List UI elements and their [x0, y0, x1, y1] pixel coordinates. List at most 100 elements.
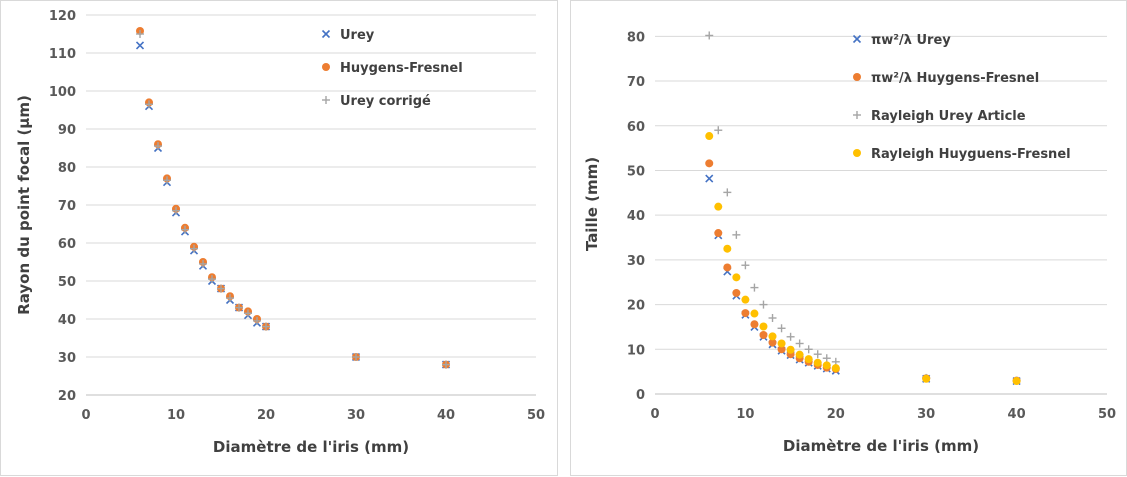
left-scatter-chart: 20 30 40 50 60 70 80 90 100 110 120 0 10 20 30 40 50 Diam… [15, 9, 545, 456]
data-point [705, 132, 714, 141]
right-chart-panel: 0 10 20 30 40 50 60 70 80 0 10 20 30 40 50 Diamètre de … [570, 0, 1127, 476]
right-scatter-chart: 0 10 20 30 40 50 60 70 80 0 10 20 30 40 50 Diamètre de … [583, 30, 1116, 455]
data-point [804, 355, 813, 364]
data-point [244, 309, 252, 318]
data-point [750, 309, 759, 318]
y-tick-label: 60 [58, 237, 76, 252]
y-tick-label: 70 [627, 75, 645, 90]
legend-label: Urey corrigé [340, 94, 431, 109]
data-point [750, 283, 759, 292]
y-tick-label: 50 [627, 164, 645, 179]
data-point [190, 244, 198, 253]
legend-label: πw²/λ Urey [871, 33, 951, 48]
data-point [741, 295, 750, 304]
data-point [777, 324, 786, 333]
legend-marker [852, 34, 862, 44]
data-point [723, 263, 732, 272]
series-2-points [705, 159, 1021, 385]
data-point [768, 338, 777, 347]
data-point [732, 288, 741, 297]
x-tick-label: 30 [347, 408, 365, 423]
data-point [759, 300, 768, 309]
series-2-points [136, 26, 450, 369]
y-tick-label: 80 [627, 30, 645, 45]
data-point [750, 320, 759, 329]
x-tick-label: 10 [736, 407, 754, 422]
data-point [777, 345, 786, 354]
data-point [922, 374, 931, 383]
legend-marker [853, 73, 861, 81]
y-tick-label: 0 [636, 388, 645, 403]
legend-marker [322, 63, 330, 71]
legend: Urey Huygens-Fresnel Urey corrigé [321, 28, 463, 109]
data-point [813, 358, 822, 367]
data-point [723, 244, 732, 253]
y-tick-label: 30 [627, 254, 645, 269]
data-point [831, 364, 840, 373]
legend-label: πw²/λ Huygens-Fresnel [871, 71, 1039, 86]
legend-marker [322, 96, 330, 104]
data-point [741, 261, 750, 270]
data-point [253, 316, 261, 325]
data-point [1012, 377, 1021, 386]
y-tick-label: 120 [49, 9, 76, 24]
y-axis-title: Taille (mm) [583, 157, 601, 251]
data-point [705, 174, 714, 183]
data-point [172, 206, 180, 215]
y-tick-label: 90 [58, 123, 76, 138]
data-point [163, 176, 171, 185]
y-tick-label: 80 [58, 161, 76, 176]
y-tick-label: 50 [58, 275, 76, 290]
data-point [804, 345, 813, 354]
series-4-points [705, 132, 1021, 386]
y-tick-label: 20 [58, 389, 76, 404]
x-axis-title: Diamètre de l'iris (mm) [783, 437, 979, 455]
data-point [813, 350, 822, 359]
data-point [768, 314, 777, 322]
y-tick-label: 60 [627, 120, 645, 135]
legend-marker [321, 29, 331, 39]
legend-label: Rayleigh Urey Article [871, 109, 1026, 124]
legend: πw²/λ Urey πw²/λ Huygens-Fresnel Rayleigh … [852, 33, 1071, 162]
y-tick-label: 40 [58, 313, 76, 328]
data-point [768, 332, 777, 341]
y-tick-label: 30 [58, 351, 76, 366]
data-point [732, 230, 741, 239]
y-tick-label: 40 [627, 209, 645, 224]
data-point [145, 100, 153, 109]
data-point [226, 294, 234, 303]
data-point [136, 30, 144, 38]
y-tick-label: 110 [49, 47, 76, 62]
y-tick-label: 20 [627, 299, 645, 314]
data-point [714, 229, 723, 238]
data-point [777, 339, 786, 348]
data-point [714, 126, 723, 135]
data-point [181, 225, 189, 234]
data-point [262, 322, 270, 331]
data-point [135, 41, 145, 50]
data-point [714, 202, 723, 211]
x-tick-label: 10 [167, 408, 185, 423]
legend-marker [853, 149, 861, 157]
data-point [235, 303, 243, 312]
legend-label: Huygens-Fresnel [340, 61, 463, 76]
data-point [723, 188, 732, 197]
x-tick-label: 20 [257, 408, 275, 423]
data-point [705, 159, 714, 168]
data-point [442, 360, 450, 369]
x-tick-label: 20 [827, 407, 845, 422]
data-point [705, 31, 714, 40]
data-point [822, 361, 831, 370]
data-point [199, 259, 207, 268]
x-tick-label: 50 [1098, 407, 1116, 422]
series-1-points [705, 174, 1021, 386]
data-point [741, 309, 750, 318]
left-chart-panel: 20 30 40 50 60 70 80 90 100 110 120 0 10 20 30 40 50 Diam… [0, 0, 558, 476]
data-point [759, 322, 768, 331]
x-tick-label: 0 [81, 408, 90, 423]
x-tick-label: 40 [1008, 407, 1026, 422]
data-point [352, 353, 360, 361]
data-point [759, 330, 768, 339]
data-point [786, 345, 795, 354]
data-point [795, 350, 804, 359]
